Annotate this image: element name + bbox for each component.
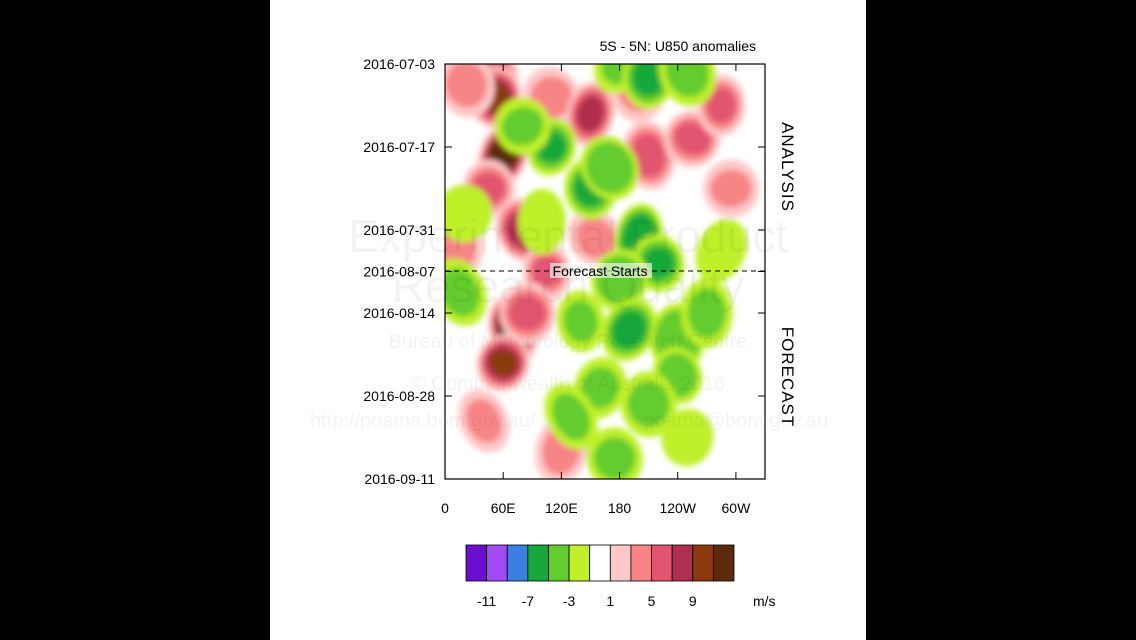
anomaly-blob <box>611 310 647 349</box>
chart-title: 5S - 5N: U850 anomalies <box>600 38 756 54</box>
colorbar-label: -7 <box>522 593 535 609</box>
anomaly-blob <box>665 64 709 97</box>
anomaly-blob <box>524 198 559 245</box>
anomaly-blob <box>563 300 598 343</box>
watermark-line-4: © Commonwealth of Australia 2016 <box>411 373 725 395</box>
anomaly-blob <box>631 64 666 97</box>
colorbar-label: -11 <box>477 593 496 609</box>
colorbar-swatch <box>692 544 714 582</box>
colorbar-swatch <box>630 544 652 582</box>
y-axis: 2016-07-03 2016-07-17 2016-07-31 2016-08-07… <box>363 56 765 487</box>
anomaly-blob <box>508 295 547 331</box>
y-tick-label: 2016-09-11 <box>364 471 435 487</box>
anomaly-blob <box>445 268 480 317</box>
analysis-label: ANALYSIS <box>778 122 797 212</box>
anomaly-blob <box>575 217 615 259</box>
watermark-line-1: Experimental Product <box>348 210 788 262</box>
colorbar-label: 1 <box>606 593 614 609</box>
colorbar-swatch <box>506 544 529 582</box>
anomaly-blob <box>687 288 726 338</box>
colorbar-swatch <box>465 544 488 582</box>
colorbar-label: -3 <box>563 593 576 609</box>
colorbar-units: m/s <box>753 593 776 609</box>
anomaly-blob <box>445 194 486 233</box>
y-tick-label: 2016-08-07 <box>363 264 435 280</box>
x-tick-label: 120E <box>545 500 578 516</box>
anomaly-blob <box>710 169 753 208</box>
x-tick-label: 60W <box>722 500 752 516</box>
y-tick-label: 2016-07-03 <box>363 56 435 72</box>
colorbar-swatch <box>589 544 611 582</box>
anomaly-blob <box>703 228 740 273</box>
anomaly-blob <box>674 122 711 155</box>
anomaly-blob <box>465 398 502 444</box>
anomaly-blob <box>552 393 590 441</box>
anomaly-field <box>445 64 765 479</box>
anomaly-blob <box>627 381 670 428</box>
hovmoller-chart: 5S - 5N: U850 anomalies Experimental Pro… <box>310 38 828 609</box>
colorbar-swatch <box>568 544 591 582</box>
anomaly-blob <box>580 366 620 409</box>
chart-frame: 5S - 5N: U850 anomalies Experimental Pro… <box>270 0 866 640</box>
colorbar-label: 9 <box>689 593 697 609</box>
colorbar-swatch <box>527 544 549 582</box>
watermark-url-2: poama@bom.gov.au <box>644 410 828 432</box>
anomaly-blob <box>576 95 605 132</box>
colorbar-swatch <box>671 544 694 582</box>
y-tick-label: 2016-08-14 <box>363 305 435 321</box>
colorbar-swatch <box>712 544 735 582</box>
colorbar-swatch <box>486 544 508 582</box>
watermark-url-1: http://poama.bom.gov.au/ <box>310 410 536 432</box>
x-tick-label: 180 <box>608 500 632 516</box>
anomaly-blob <box>706 87 737 124</box>
anomaly-blob <box>668 418 707 457</box>
anomaly-blob <box>590 148 629 188</box>
anomaly-blob <box>631 133 666 177</box>
watermark-line-3: Bureau of Meteorology Research Centre <box>388 331 747 353</box>
y-tick-label: 2016-07-17 <box>363 139 435 155</box>
colorbar: -11 -7 -3 1 5 9 <box>465 544 735 609</box>
y-tick-label: 2016-08-28 <box>363 388 435 404</box>
forecast-label: FORECAST <box>778 327 797 428</box>
anomaly-blob <box>593 437 636 479</box>
colorbar-swatch <box>651 544 673 582</box>
x-tick-label: 120W <box>659 500 696 516</box>
x-tick-label: 60E <box>491 500 516 516</box>
anomaly-blob <box>445 64 488 108</box>
watermark: Experimental Product Research Quality Bu… <box>310 210 828 432</box>
anomaly-blob <box>488 349 518 377</box>
anomaly-blob <box>662 359 693 391</box>
colorbar-swatch <box>609 544 632 582</box>
forecast-starts-label: Forecast Starts <box>553 263 648 279</box>
x-axis: 0 60E 120E 180 120W 60W <box>441 64 751 516</box>
x-tick-label: 0 <box>441 500 449 516</box>
y-tick-label: 2016-07-31 <box>363 222 435 238</box>
colorbar-swatch <box>548 544 570 582</box>
anomaly-blob <box>501 106 544 146</box>
colorbar-label: 5 <box>648 593 656 609</box>
